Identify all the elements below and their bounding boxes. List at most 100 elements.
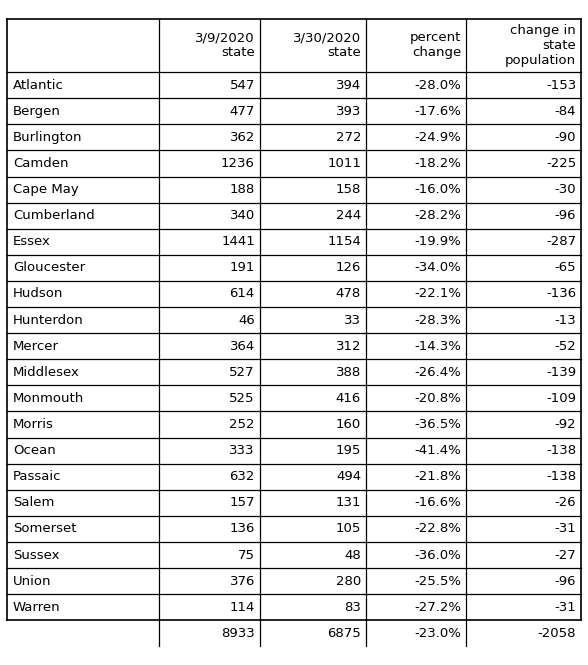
Text: -84: -84 (554, 105, 576, 118)
Text: -92: -92 (554, 418, 576, 431)
Text: -27: -27 (554, 549, 576, 561)
Text: Middlesex: Middlesex (13, 366, 80, 379)
Text: 83: 83 (344, 600, 361, 614)
Text: 312: 312 (336, 340, 361, 352)
Text: Cape May: Cape May (13, 183, 79, 196)
Text: -28.3%: -28.3% (415, 314, 462, 327)
Text: Mercer: Mercer (13, 340, 59, 352)
Text: 75: 75 (238, 549, 255, 561)
Text: 8933: 8933 (221, 627, 255, 640)
Text: Cumberland: Cumberland (13, 209, 95, 222)
Text: Essex: Essex (13, 235, 51, 248)
Text: -36.0%: -36.0% (415, 549, 462, 561)
Text: 188: 188 (229, 183, 255, 196)
Text: Passaic: Passaic (13, 470, 61, 483)
Text: -138: -138 (546, 470, 576, 483)
Text: -28.2%: -28.2% (415, 209, 462, 222)
Text: 244: 244 (336, 209, 361, 222)
Text: -65: -65 (554, 261, 576, 275)
Text: 33: 33 (344, 314, 361, 327)
Text: 252: 252 (229, 418, 255, 431)
Text: 157: 157 (229, 496, 255, 509)
Text: 191: 191 (229, 261, 255, 275)
Text: 1154: 1154 (327, 235, 361, 248)
Text: 478: 478 (336, 287, 361, 301)
Text: -30: -30 (554, 183, 576, 196)
Text: 333: 333 (229, 444, 255, 457)
Text: Union: Union (13, 575, 51, 588)
Text: 1011: 1011 (327, 157, 361, 170)
Text: 527: 527 (229, 366, 255, 379)
Text: -90: -90 (554, 131, 576, 144)
Text: Hudson: Hudson (13, 287, 64, 301)
Text: -2058: -2058 (538, 627, 576, 640)
Text: 46: 46 (238, 314, 255, 327)
Text: Monmouth: Monmouth (13, 392, 84, 405)
Text: 105: 105 (336, 523, 361, 535)
Text: -26.4%: -26.4% (415, 366, 462, 379)
Text: -13: -13 (554, 314, 576, 327)
Text: -16.6%: -16.6% (415, 496, 462, 509)
Text: -28.0%: -28.0% (415, 78, 462, 92)
Text: Hunterdon: Hunterdon (13, 314, 83, 327)
Text: 126: 126 (336, 261, 361, 275)
Text: -225: -225 (546, 157, 576, 170)
Text: -25.5%: -25.5% (415, 575, 462, 588)
Text: 494: 494 (336, 470, 361, 483)
Text: -36.5%: -36.5% (415, 418, 462, 431)
Text: 477: 477 (229, 105, 255, 118)
Text: 6875: 6875 (328, 627, 361, 640)
Text: -21.8%: -21.8% (415, 470, 462, 483)
Text: -23.0%: -23.0% (415, 627, 462, 640)
Text: 1441: 1441 (221, 235, 255, 248)
Text: 364: 364 (229, 340, 255, 352)
Text: Ocean: Ocean (13, 444, 56, 457)
Text: -96: -96 (554, 575, 576, 588)
Text: -22.1%: -22.1% (415, 287, 462, 301)
Text: -34.0%: -34.0% (415, 261, 462, 275)
Text: 393: 393 (336, 105, 361, 118)
Text: percent
change: percent change (410, 31, 462, 59)
Text: 632: 632 (229, 470, 255, 483)
Text: 48: 48 (345, 549, 361, 561)
Text: Camden: Camden (13, 157, 68, 170)
Text: -153: -153 (546, 78, 576, 92)
Text: 3/30/2020
state: 3/30/2020 state (293, 31, 361, 59)
Text: 547: 547 (229, 78, 255, 92)
Text: -52: -52 (554, 340, 576, 352)
Text: -139: -139 (546, 366, 576, 379)
Text: -41.4%: -41.4% (415, 444, 462, 457)
Text: 388: 388 (336, 366, 361, 379)
Text: Sussex: Sussex (13, 549, 59, 561)
Text: 136: 136 (229, 523, 255, 535)
Text: Morris: Morris (13, 418, 54, 431)
Text: 362: 362 (229, 131, 255, 144)
Text: 416: 416 (336, 392, 361, 405)
Text: 525: 525 (229, 392, 255, 405)
Text: -14.3%: -14.3% (415, 340, 462, 352)
Text: -19.9%: -19.9% (415, 235, 462, 248)
Text: Salem: Salem (13, 496, 54, 509)
Text: 394: 394 (336, 78, 361, 92)
Text: -18.2%: -18.2% (415, 157, 462, 170)
Text: -16.0%: -16.0% (415, 183, 462, 196)
Text: Somerset: Somerset (13, 523, 76, 535)
Text: -31: -31 (554, 600, 576, 614)
Text: -20.8%: -20.8% (415, 392, 462, 405)
Text: 160: 160 (336, 418, 361, 431)
Text: -24.9%: -24.9% (415, 131, 462, 144)
Text: -287: -287 (546, 235, 576, 248)
Text: -138: -138 (546, 444, 576, 457)
Text: 280: 280 (336, 575, 361, 588)
Text: 131: 131 (336, 496, 361, 509)
Text: -17.6%: -17.6% (415, 105, 462, 118)
Text: Gloucester: Gloucester (13, 261, 85, 275)
Text: -109: -109 (546, 392, 576, 405)
Text: Bergen: Bergen (13, 105, 61, 118)
Text: 3/9/2020
state: 3/9/2020 state (195, 31, 255, 59)
Text: 272: 272 (336, 131, 361, 144)
Text: -22.8%: -22.8% (415, 523, 462, 535)
Text: -31: -31 (554, 523, 576, 535)
Text: 114: 114 (229, 600, 255, 614)
Text: Atlantic: Atlantic (13, 78, 64, 92)
